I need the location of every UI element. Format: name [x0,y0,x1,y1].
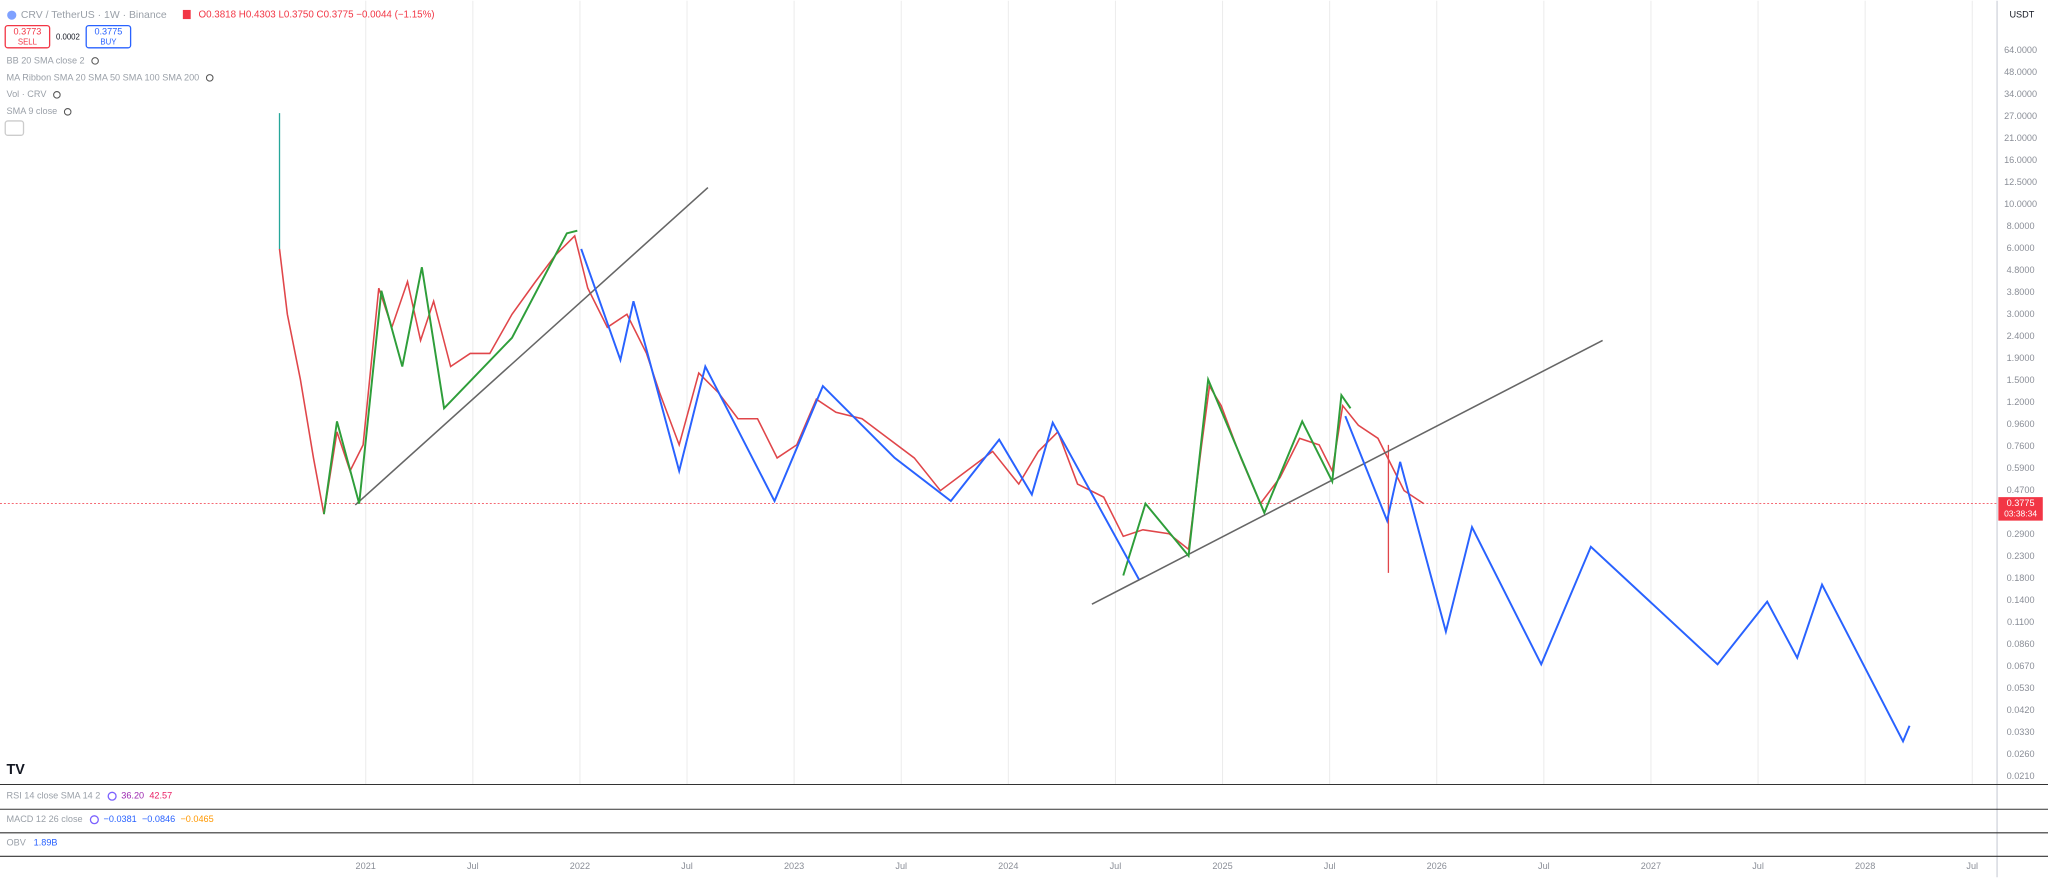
time-tick-label: 2026 [1427,861,1447,871]
price-tick-label: 0.1400 [2007,595,2035,605]
time-tick-label: 2027 [1641,861,1661,871]
price-tick-label: 0.1100 [2007,617,2034,627]
projection [1344,415,1911,744]
price-tick-label: 0.0420 [2007,705,2035,715]
price-tick-label: 0.0530 [2007,683,2035,693]
time-tick-label: 2023 [784,861,804,871]
indicator-label: SMA 9 close [7,106,58,116]
price-tick-label: 0.0670 [2007,661,2035,671]
spread: 0.0002 [56,32,80,41]
price-tick-label: 12.5000 [2004,177,2037,187]
price-tick-label: 0.7600 [2007,441,2035,451]
pane-value: 1.89B [34,838,58,848]
time-tick-label: Jul [681,861,693,871]
price-tick-label: 21.0000 [2004,133,2037,143]
sell-button[interactable] [4,24,51,49]
current-price: 0.3775 [2007,498,2035,508]
zigzag-blue [580,248,1140,580]
grid [365,0,1973,785]
pane-value: −0.0846 [142,814,175,824]
pane-label: OBV [7,838,27,848]
pane-value: 36.20 [121,791,144,801]
countdown: 03:38:34 [2004,508,2037,518]
price-tick-label: 3.0000 [2007,309,2035,319]
time-tick-label: Jul [1538,861,1550,871]
indicator-label: Vol · CRV [7,89,48,99]
price-tick-label: 6.0000 [2007,243,2035,253]
pane-label: RSI 14 close SMA 14 2 [7,791,101,801]
sell-label: SELL [18,38,38,47]
labels: BB 20 SMA close 2 MA Ribbon SMA 20 SMA 50… [7,45,2038,871]
trendline [1091,339,1603,605]
price-tick-label: 48.0000 [2004,67,2037,77]
price-tick-label: 4.8000 [2007,265,2035,275]
pane-value: 42.57 [149,791,172,801]
price-tick-label: 34.0000 [2004,89,2037,99]
price-tick-label: 8.0000 [2007,221,2035,231]
price-tick-label: 0.9600 [2007,419,2035,429]
price-tick-label: 0.0210 [2007,771,2035,781]
buy-button[interactable] [85,24,132,49]
currency[interactable]: USDT [2009,10,2034,20]
symbol-icon [7,10,17,20]
price-tick-label: 0.2900 [2007,529,2035,539]
visibility-icon [91,57,99,65]
price-tick-label: 1.5000 [2007,375,2035,385]
time-tick-label: 2024 [998,861,1018,871]
price-tick-label: 1.2000 [2007,397,2035,407]
price-tick-label: 16.0000 [2004,155,2037,165]
price-tick-label: 0.1800 [2007,573,2035,583]
price-tick-label: 10.0000 [2004,199,2037,209]
sell-price: 0.3773 [13,27,41,37]
buy-label: BUY [100,38,117,47]
price-tick-label: 27.0000 [2004,111,2037,121]
zigzag-green [322,229,578,515]
symbol[interactable]: CRV / TetherUS · 1W · Binance [21,10,167,21]
price-tick-label: 0.0860 [2007,639,2035,649]
time-tick-label: 2028 [1855,861,1875,871]
visibility-icon [53,91,61,99]
zigzag-green [1122,375,1352,576]
time-tick-label: Jul [1752,861,1764,871]
price-tick-label: 2.4000 [2007,331,2035,341]
trendline [354,186,709,506]
price-tick-label: 3.8000 [2007,287,2035,297]
time-tick-label: 2021 [356,861,376,871]
price-badge [1998,497,2043,521]
visibility-icon [205,74,214,82]
visibility-icon [63,108,72,116]
indicator-label: MA Ribbon SMA 20 SMA 50 SMA 100 SMA 200 [7,72,200,82]
time-tick-label: 2025 [1212,861,1232,871]
logo: TV [7,762,26,778]
time-tick-label: 2022 [570,861,590,871]
price-tick-label: 0.5900 [2007,463,2035,473]
pane-value: −0.0465 [180,814,213,824]
price-tick-label: 0.4700 [2007,485,2035,495]
price-tick-label: 64.0000 [2004,45,2037,55]
settings-icon [89,815,99,825]
time-tick-label: Jul [895,861,907,871]
buy-price: 0.3775 [94,27,122,37]
flag[interactable] [182,9,191,20]
price-tick-label: 0.0260 [2007,749,2035,759]
price-tick-label: 0.0330 [2007,727,2035,737]
settings-icon [107,791,117,801]
indicator-label: BB 20 SMA close 2 [7,55,85,65]
collapse-button[interactable] [4,120,25,136]
price-tick-label: 0.2300 [2007,551,2035,561]
time-tick-label: Jul [467,861,479,871]
pane-value: −0.0381 [104,814,137,824]
pane-label: MACD 12 26 close [7,814,83,824]
time-tick-label: Jul [1110,861,1122,871]
time-tick-label: Jul [1324,861,1336,871]
price-tick-label: 1.9000 [2007,353,2035,363]
ohlc: O0.3818 H0.4303 L0.3750 C0.3775 −0.0044 … [199,10,435,21]
time-tick-label: Jul [1966,861,1978,871]
